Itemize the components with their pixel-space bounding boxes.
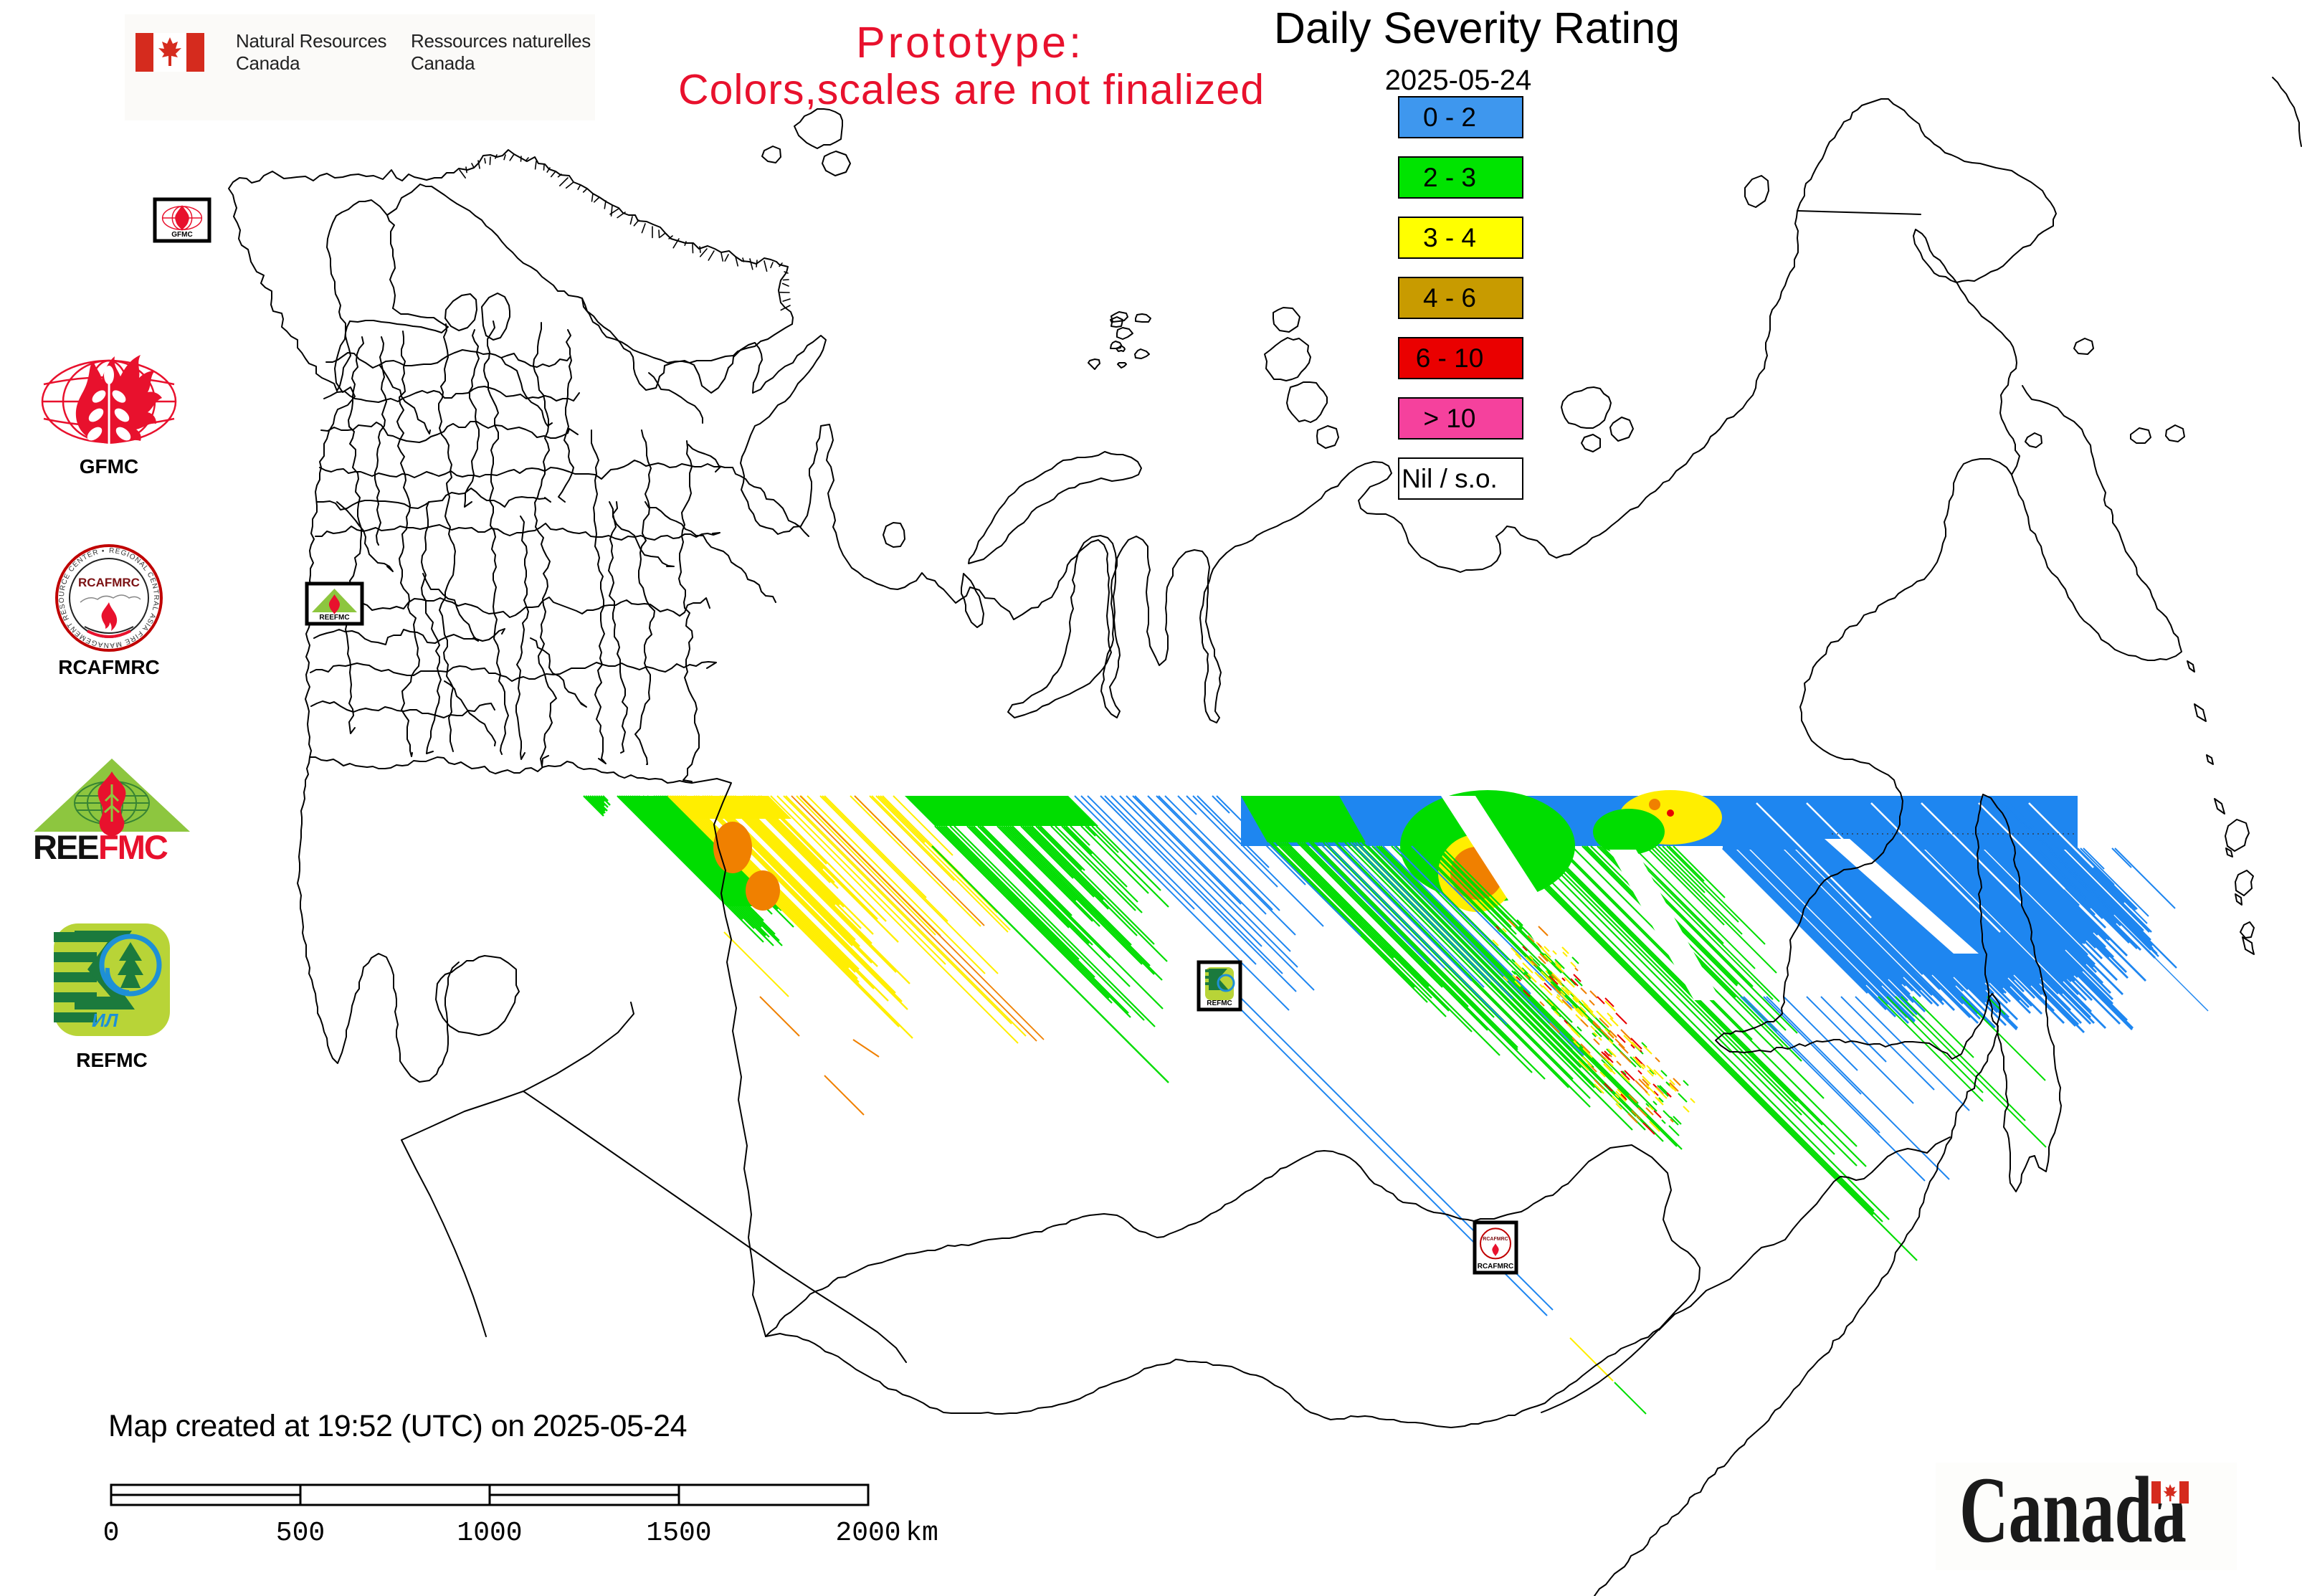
svg-text:Daily Severity Rating: Daily Severity Rating <box>1274 4 1680 52</box>
svg-text:Prototype:: Prototype: <box>856 18 1084 67</box>
svg-text:Ressources naturelles: Ressources naturelles <box>411 30 591 52</box>
svg-text:3 - 4: 3 - 4 <box>1423 223 1476 252</box>
svg-text:6 - 10: 6 - 10 <box>1416 343 1484 373</box>
svg-text:2 - 3: 2 - 3 <box>1423 163 1476 192</box>
svg-text:1500: 1500 <box>646 1518 711 1549</box>
svg-text:Canada: Canada <box>411 52 475 74</box>
svg-text:0 - 2: 0 - 2 <box>1423 103 1476 132</box>
svg-text:Canada: Canada <box>236 52 300 74</box>
svg-text:GFMC: GFMC <box>80 455 138 478</box>
svg-text:GFMC: GFMC <box>171 231 192 239</box>
svg-text:RCAFMRC: RCAFMRC <box>1483 1237 1508 1242</box>
svg-text:RCAFMRC: RCAFMRC <box>78 576 140 589</box>
svg-text:2025-05-24: 2025-05-24 <box>1385 65 1532 96</box>
svg-text:Map created at 19:52 (UTC) on: Map created at 19:52 (UTC) on 2025-05-24 <box>108 1409 687 1443</box>
svg-text:500: 500 <box>276 1518 325 1549</box>
svg-text:> 10: > 10 <box>1423 404 1475 433</box>
svg-text:RCAFMRC: RCAFMRC <box>58 656 160 678</box>
svg-text:REEFMC: REEFMC <box>319 614 349 622</box>
svg-text:km: km <box>905 1518 938 1549</box>
svg-text:Canada: Canada <box>1959 1458 2187 1562</box>
svg-text:Natural Resources: Natural Resources <box>236 30 387 52</box>
svg-text:1000: 1000 <box>457 1518 522 1549</box>
svg-text:REE: REE <box>33 828 98 866</box>
svg-text:REFMC: REFMC <box>76 1049 148 1071</box>
svg-text:Colors,scales are not finalize: Colors,scales are not finalized <box>678 66 1265 113</box>
svg-text:ИЛ: ИЛ <box>92 1010 119 1031</box>
svg-text:REFMC: REFMC <box>1207 999 1232 1007</box>
svg-text:Nil / s.o.: Nil / s.o. <box>1402 464 1498 493</box>
svg-text:FMC: FMC <box>98 828 168 866</box>
svg-text:4 - 6: 4 - 6 <box>1423 283 1476 313</box>
svg-text:RCAFMRC: RCAFMRC <box>1478 1263 1514 1270</box>
svg-text:0: 0 <box>103 1518 120 1549</box>
svg-text:2000: 2000 <box>835 1518 900 1549</box>
